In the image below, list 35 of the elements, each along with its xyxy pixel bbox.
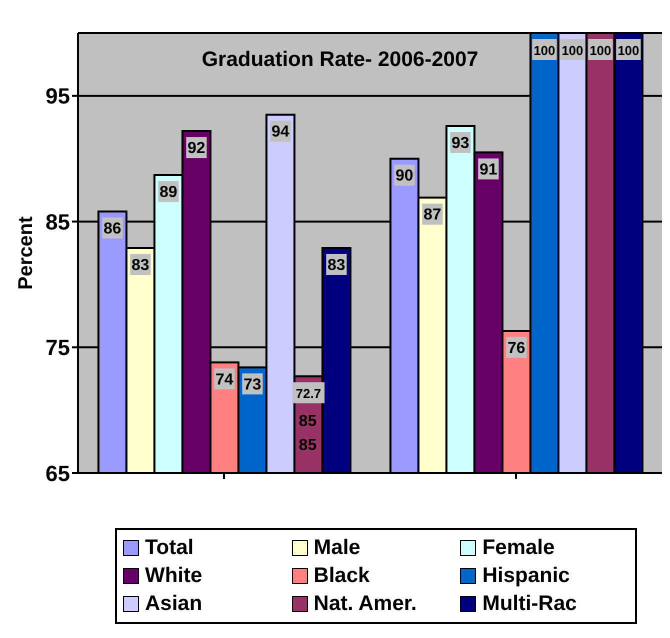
data-label: 100 [618,43,640,58]
legend-label: Nat. Amer. [314,592,417,616]
data-label: 86 [104,220,122,238]
data-label: 83 [132,256,150,274]
legend-label: Female [482,536,555,560]
data-label: 76 [508,340,526,357]
y-tick-label: 95 [46,84,70,109]
data-label: 74 [216,371,234,388]
annotation: 85 [298,413,317,430]
data-label: 100 [534,43,556,58]
data-label: 90 [396,168,414,185]
y-tick-label: 65 [46,460,70,486]
data-label: 100 [562,43,584,58]
y-tick-label: 85 [46,209,70,234]
data-label: 93 [452,135,470,152]
legend-label: Male [314,536,360,560]
data-label: 94 [272,124,290,141]
legend-label: Total [145,536,194,560]
annotation: 85 [298,437,317,454]
y-tick-label: 75 [46,335,70,360]
legend-label: White [145,564,202,588]
data-label: 100 [590,43,612,58]
data-label: 83 [328,256,346,274]
data-label: 72.7 [296,386,322,402]
legend-label: Asian [145,592,202,616]
y-axis-title: Percent [15,216,37,290]
legend-label: Hispanic [482,564,570,588]
data-label: 91 [480,161,498,178]
legend-label: Multi-Rac [482,592,577,616]
legend-label: Black [314,564,370,588]
data-label: 92 [188,140,206,158]
text: Graduation Rate- 2006-2007 [202,48,478,71]
data-label: 89 [160,184,178,202]
data-label: 87 [424,206,442,224]
data-label: 73 [244,376,262,394]
